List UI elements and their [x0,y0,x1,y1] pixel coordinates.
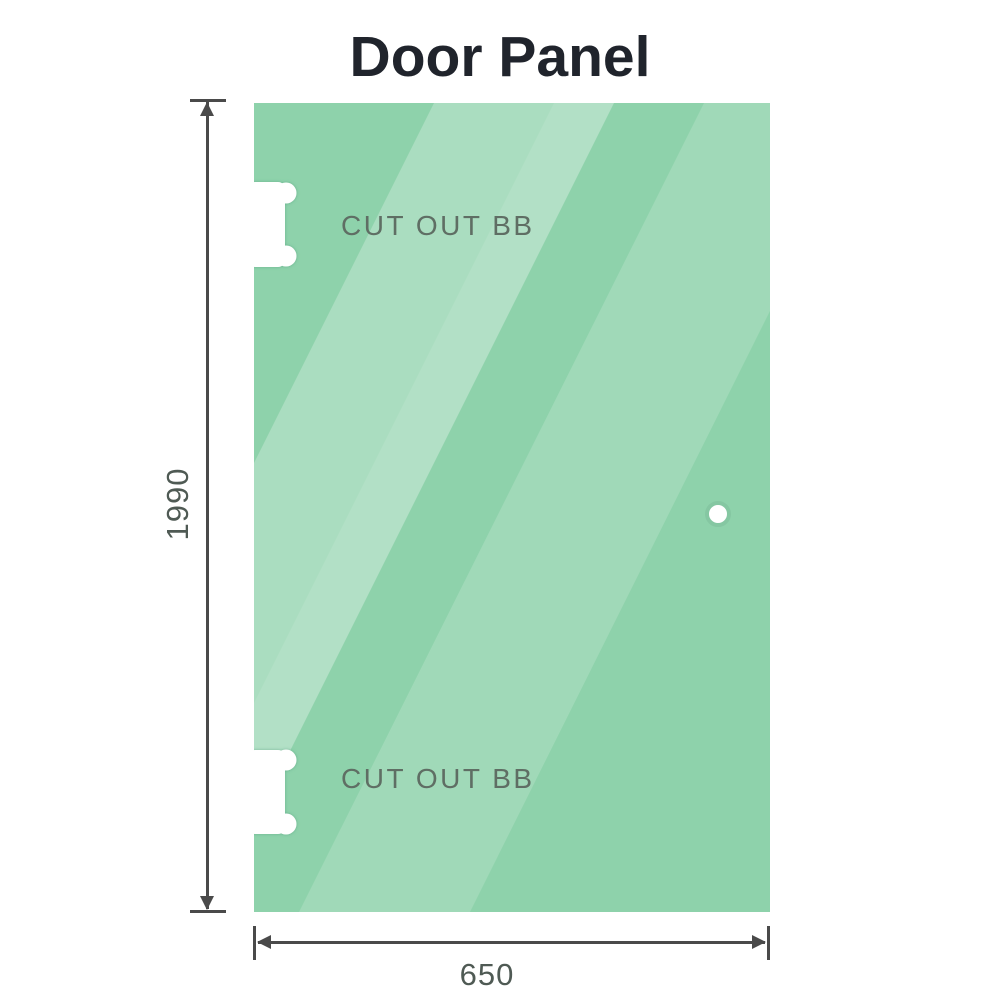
bottom-hinge-cutout [254,749,297,835]
width-dim-line [258,941,765,944]
width-dim-left-tick [253,926,256,960]
glass-reflection-band-left [254,103,614,823]
glass-reflection-band-main [299,103,770,912]
width-dimension-value: 650 [459,957,515,992]
height-dim-line [206,102,209,909]
top-cutout-body [254,182,285,267]
width-dim-arrow-left-icon [257,935,271,949]
height-dim-arrow-down-icon [200,896,214,910]
height-dim-arrow-up-icon [200,102,214,116]
width-dim-right-tick [767,926,770,960]
handle-hole [705,501,731,527]
height-dim-top-cap [190,99,226,102]
cutout-label-bottom: CUT OUT BB [341,763,535,794]
glass-reflections [254,103,770,912]
bottom-cutout-body [254,750,285,834]
height-dim-bottom-cap [190,910,226,913]
glass-reflection-band-inner [254,103,614,823]
height-dimension-value: 1990 [160,467,195,541]
cutout-label-top: CUT OUT BB [341,210,535,241]
width-dim-arrow-right-icon [752,935,766,949]
glass-panel [254,103,770,912]
door-panel-drawing [254,103,770,912]
page-title: Door Panel [349,25,651,89]
top-hinge-cutout [254,182,297,267]
